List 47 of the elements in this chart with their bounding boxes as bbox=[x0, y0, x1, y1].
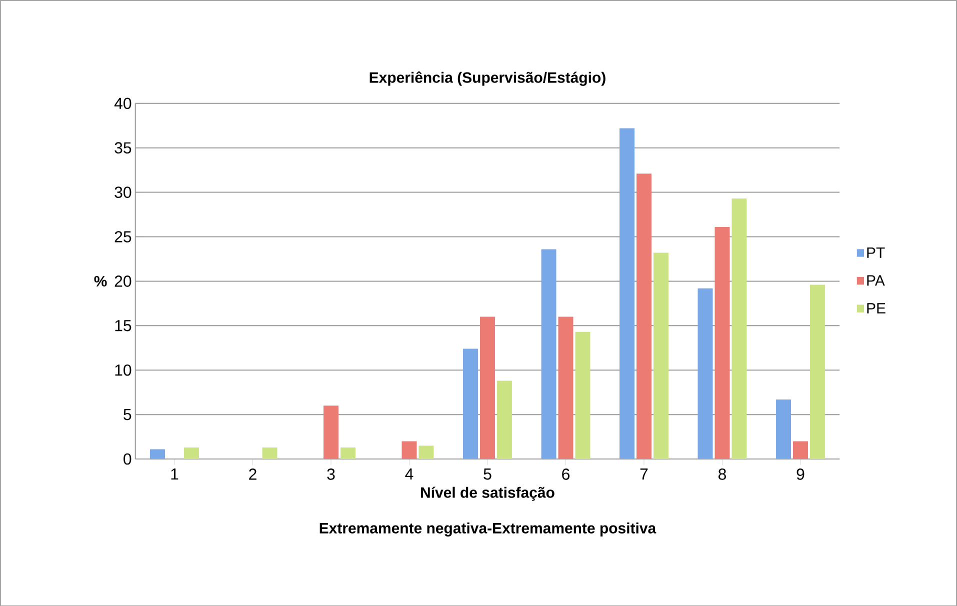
y-tick-label: 40 bbox=[114, 98, 132, 109]
x-axis-title: Nível de satisfação bbox=[421, 486, 554, 501]
bar bbox=[402, 441, 417, 459]
legend-label: PE bbox=[867, 302, 886, 314]
bar bbox=[636, 173, 652, 459]
y-tick-label: 15 bbox=[115, 320, 132, 332]
bar bbox=[575, 332, 590, 459]
bar bbox=[620, 128, 634, 459]
bar bbox=[340, 447, 356, 459]
y-tick-label: 35 bbox=[114, 142, 132, 154]
y-tick-label: 10 bbox=[115, 364, 132, 376]
bar bbox=[480, 316, 495, 459]
bar bbox=[558, 316, 574, 459]
legend-label: PT bbox=[867, 247, 885, 258]
bar bbox=[324, 406, 338, 459]
bar bbox=[793, 441, 808, 459]
x-tick-label: 1 bbox=[171, 468, 178, 480]
chart-title: Experiência (Supervisão/Estágio) bbox=[370, 71, 606, 86]
y-tick-label: 20 bbox=[114, 275, 132, 287]
x-tick-label: 4 bbox=[405, 468, 414, 480]
bar bbox=[653, 252, 668, 459]
bar bbox=[463, 348, 478, 459]
bar bbox=[541, 249, 556, 459]
x-tick-label: 7 bbox=[640, 468, 648, 480]
bar bbox=[810, 284, 825, 459]
x-tick-label: 2 bbox=[249, 468, 256, 480]
bar bbox=[262, 447, 278, 459]
y-tick-label: 25 bbox=[114, 230, 132, 242]
y-tick-label: 5 bbox=[124, 408, 132, 420]
bar bbox=[150, 449, 165, 459]
bar bbox=[184, 447, 199, 459]
x-tick-label: 8 bbox=[718, 468, 726, 480]
text: Extremamente negativa-Extremamente positiva bbox=[320, 522, 656, 536]
legend-label: PA bbox=[867, 275, 885, 286]
bar bbox=[714, 226, 730, 459]
x-tick-label: 5 bbox=[484, 468, 492, 480]
bar bbox=[698, 288, 713, 459]
x-tick-label: 6 bbox=[562, 468, 570, 480]
bar bbox=[418, 446, 434, 459]
bar bbox=[776, 399, 792, 459]
bar bbox=[496, 380, 512, 459]
y-tick-label: 0 bbox=[124, 453, 132, 465]
bar bbox=[732, 198, 747, 459]
x-tick-label: 9 bbox=[796, 468, 804, 480]
y-tick-label: 30 bbox=[114, 186, 132, 198]
x-tick-label: 3 bbox=[327, 468, 335, 480]
y-axis-title: % bbox=[94, 276, 107, 286]
